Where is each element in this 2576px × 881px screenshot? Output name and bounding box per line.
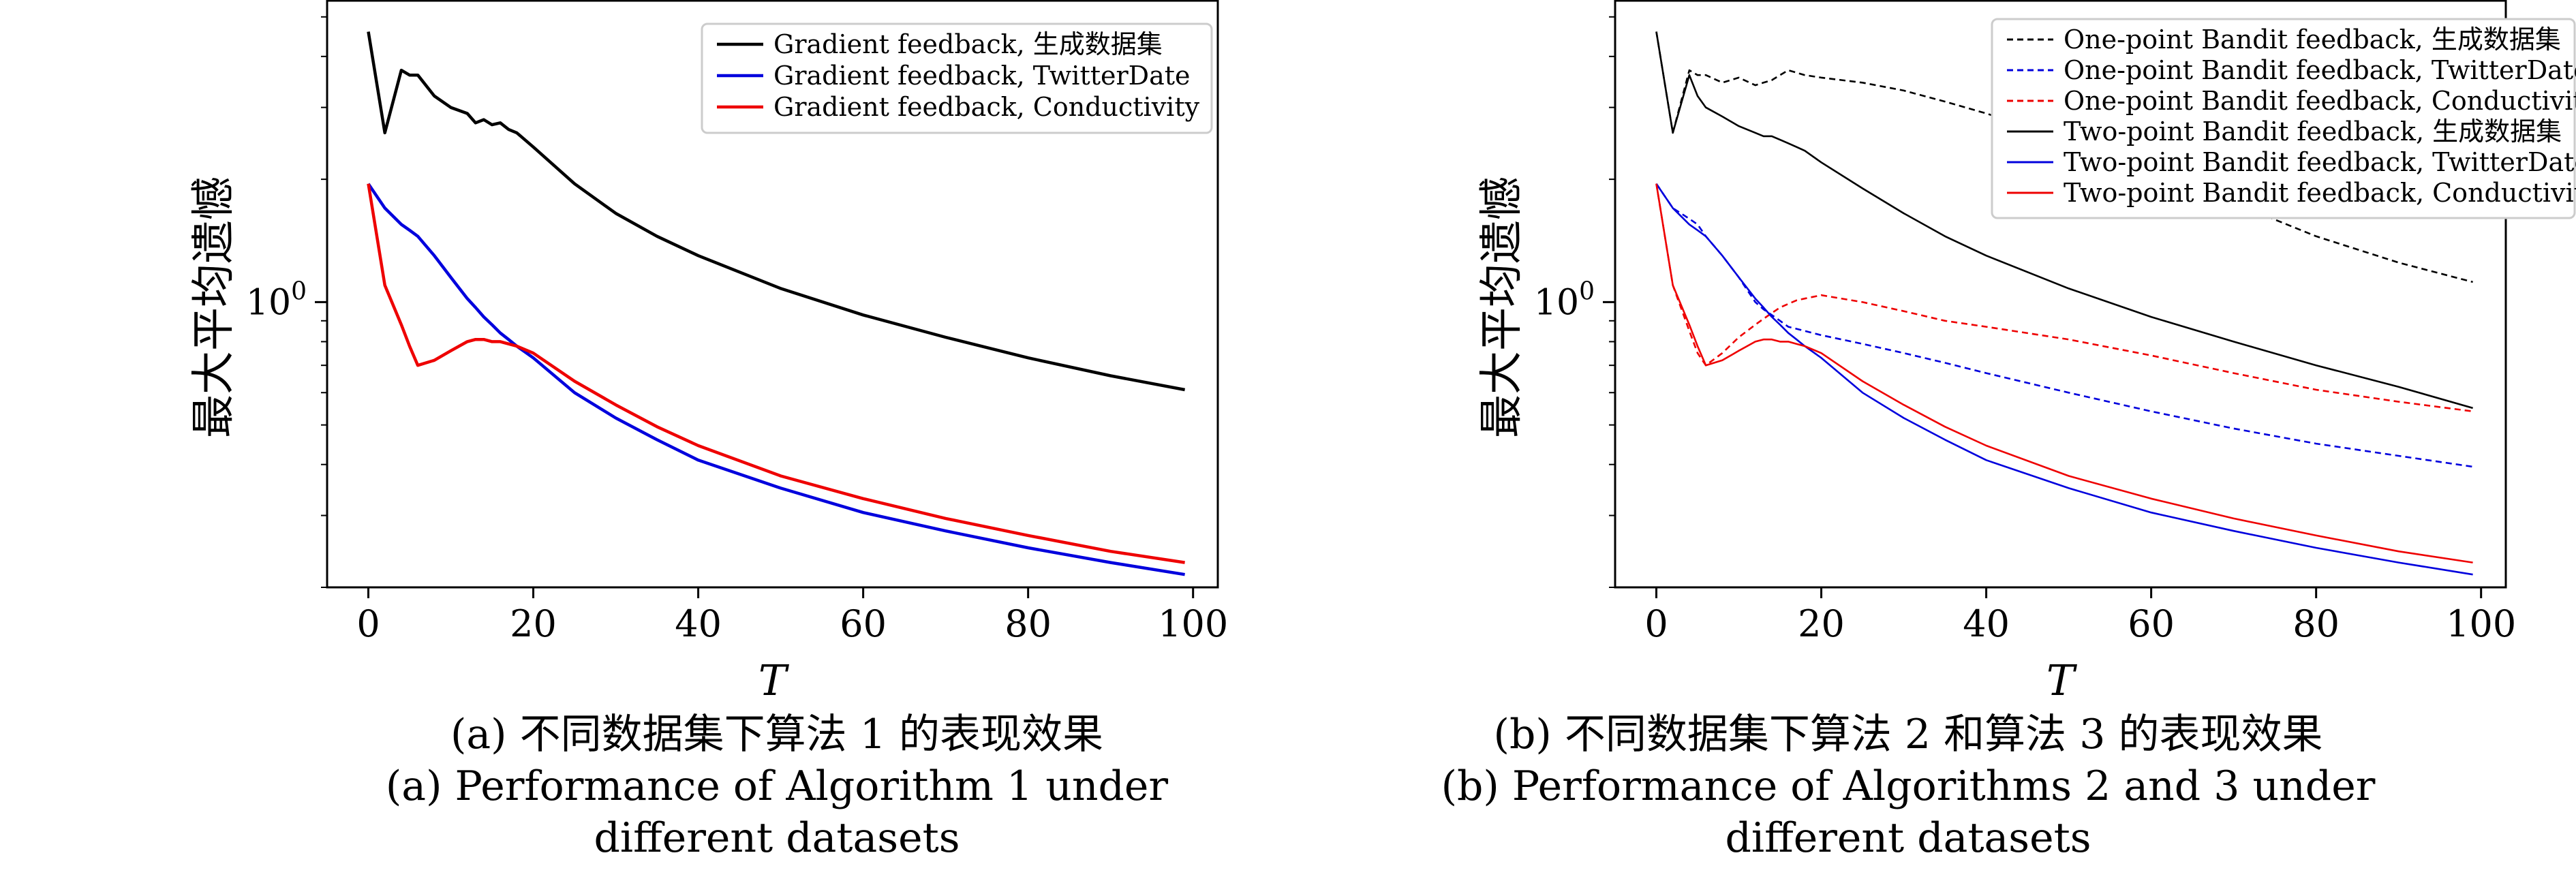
legend-label-1: Gradient feedback, 生成数据集 (773, 29, 1163, 59)
x-tick-label: 100 (2446, 602, 2516, 645)
series-line-6 (1655, 183, 2473, 563)
caption-a-en-line1: (a) Performance of Algorithm 1 under (385, 762, 1169, 810)
legend: One-point Bandit feedback, 生成数据集One-poin… (1991, 18, 2576, 219)
legend-box (701, 22, 1213, 134)
legend-label-2: Gradient feedback, TwitterDate (773, 61, 1191, 91)
caption-a-zh: (a) 不同数据集下算法 1 的表现效果 (450, 711, 1103, 758)
x-tick-label: 0 (1644, 602, 1668, 645)
legend-label-4: Two-point Bandit feedback, 生成数据集 (2064, 117, 2562, 146)
legend-label-2: One-point Bandit feedback, TwitterDate (2064, 55, 2576, 85)
y-axis-label: 最大平均遗憾 (189, 176, 239, 438)
caption-b-en-line2: different datasets (1725, 814, 2091, 862)
x-tick-label: 60 (840, 602, 887, 645)
y-axis-label: 最大平均遗憾 (1477, 176, 1527, 438)
legend-label-3: One-point Bandit feedback, Conductivity (2064, 86, 2576, 116)
axes-frame (1614, 0, 2507, 589)
series-line-1 (1655, 31, 2473, 283)
caption-b-zh: (b) 不同数据集下算法 2 和算法 3 的表现效果 (1493, 711, 2323, 758)
caption-panel-a: (a) 不同数据集下算法 1 的表现效果 (a) Performance of … (300, 709, 1254, 864)
x-tick-label: 100 (1158, 602, 1228, 645)
x-tick-label: 80 (2293, 602, 2340, 645)
legend-label-3: Gradient feedback, Conductivity (773, 92, 1200, 122)
chart-panel-b: 0 20 40 60 80 100 100 T 最大平均遗憾 One-point Bandit f… (1477, 0, 2576, 705)
axes-frame (326, 0, 1219, 589)
x-tick-label: 40 (1963, 602, 2010, 645)
series-line-1 (367, 31, 1186, 392)
x-tick-label: 80 (1005, 602, 1052, 645)
chart-panel-a: 0 20 40 60 80 100 100 T 最大平均遗憾 Gradient feedback,… (189, 0, 1228, 705)
x-axis-label: T (758, 655, 790, 705)
series-line-2 (1655, 183, 2473, 468)
series-line-3 (367, 183, 1185, 564)
legend-box (1991, 18, 2576, 219)
series-line-5 (1655, 183, 2473, 576)
legend-label-1: One-point Bandit feedback, 生成数据集 (2064, 25, 2561, 55)
y-tick-label: 100 (1534, 277, 1595, 323)
x-tick-label: 40 (675, 602, 722, 645)
x-axis-label: T (2046, 655, 2078, 705)
caption-a-en-line2: different datasets (594, 814, 960, 862)
x-tick-label: 20 (1798, 602, 1845, 645)
caption-b-en-line1: (b) Performance of Algorithms 2 and 3 un… (1441, 762, 2376, 810)
x-tick-label: 20 (510, 602, 557, 645)
x-tick-label: 60 (2128, 602, 2175, 645)
legend-label-5: Two-point Bandit feedback, TwitterDate (2064, 147, 2576, 177)
y-tick-label: 100 (246, 277, 307, 323)
x-tick-label: 0 (356, 602, 380, 645)
legend-label-6: Two-point Bandit feedback, Conductivity (2064, 178, 2576, 208)
series-line-2 (367, 183, 1185, 576)
series-line-4 (1655, 31, 2473, 409)
caption-panel-b: (b) 不同数据集下算法 2 和算法 3 的表现效果 (b) Performan… (1363, 709, 2453, 864)
